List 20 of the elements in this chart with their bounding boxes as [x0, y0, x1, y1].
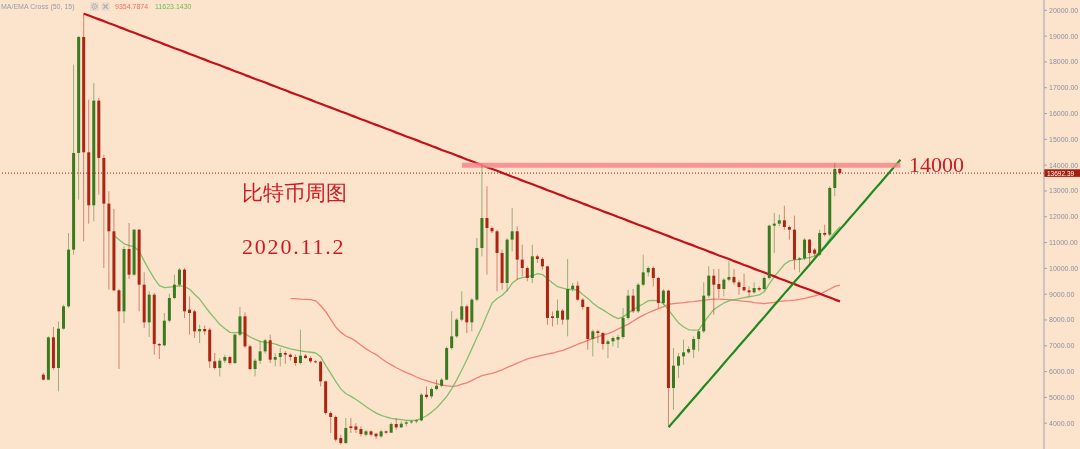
candlestick: [616, 334, 620, 349]
line-series: [113, 225, 841, 422]
candlestick: [253, 358, 257, 377]
line-series: [82, 12, 842, 303]
text: 比特币周图: [242, 181, 347, 205]
candlestick: [732, 268, 736, 286]
candlestick: [596, 329, 600, 344]
candlestick: [737, 280, 741, 296]
text: 14000: [909, 152, 964, 178]
line-series: [667, 158, 902, 429]
candlestick: [349, 417, 353, 434]
candlestick: [490, 225, 494, 234]
candlestick: [611, 335, 615, 347]
text: 2020.11.2: [242, 234, 346, 259]
candlestick: [752, 281, 756, 295]
candlestick: [747, 285, 751, 297]
candlestick: [409, 419, 413, 425]
candlestick: [354, 422, 358, 434]
candlestick: [359, 425, 363, 437]
candlestick: [742, 273, 746, 293]
